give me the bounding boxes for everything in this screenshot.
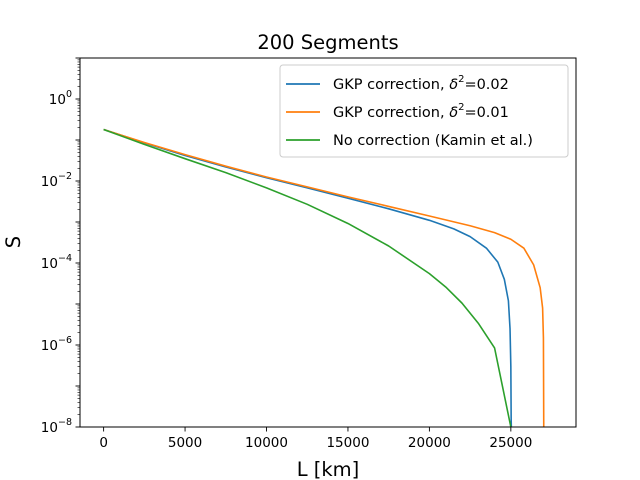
x-tick-label: 25000 [489, 435, 532, 451]
legend-label-3: No correction (Kamin et al.) [333, 133, 533, 149]
x-tick-label: 20000 [408, 435, 451, 451]
series-line-3 [103, 128, 512, 428]
legend-label-2: GKP correction, δ2=0.01 [333, 102, 509, 121]
x-axis-label: L [km] [297, 458, 360, 480]
plot-frame [79, 57, 577, 428]
plot-content [103, 128, 545, 428]
y-tick-label: 10−4 [41, 253, 72, 272]
y-axis-label: S [2, 236, 25, 248]
x-axis: 0 5000 10000 15000 20000 25000 [99, 427, 532, 451]
x-tick-label: 5000 [168, 435, 202, 451]
legend: GKP correction, δ2=0.02 GKP correction, δ… [279, 64, 569, 158]
y-axis: 100 10−2 10−4 10−6 10−8 [41, 57, 80, 436]
legend-label-1: GKP correction, δ2=0.02 [333, 74, 509, 93]
x-tick-label: 10000 [245, 435, 288, 451]
y-tick-label: 10−6 [41, 335, 72, 354]
y-tick-label: 10−2 [41, 171, 72, 190]
chart-title: 200 Segments [257, 31, 398, 54]
x-tick-label: 15000 [326, 435, 369, 451]
y-tick-label: 100 [49, 89, 72, 108]
x-tick-label: 0 [99, 435, 108, 451]
y-tick-label: 10−8 [41, 417, 72, 436]
legend-box [279, 64, 569, 158]
series-line-2 [103, 128, 545, 428]
